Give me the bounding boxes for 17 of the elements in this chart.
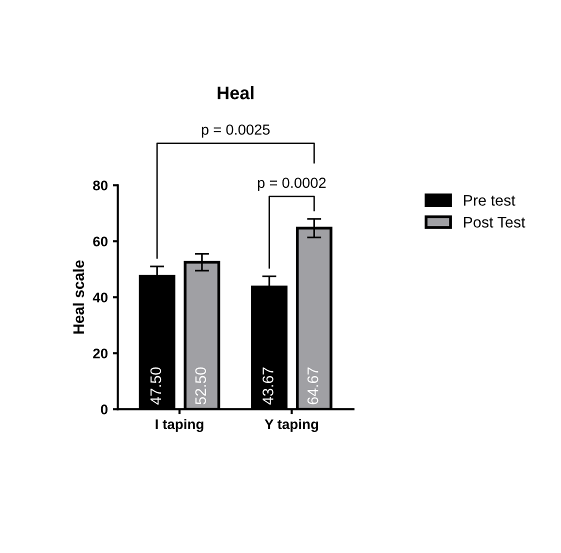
x-tick-label: Y taping xyxy=(264,418,318,432)
y-axis-title: Heal scale xyxy=(72,260,84,334)
y-tick-label: 0 xyxy=(100,404,108,414)
y-tick-label: 80 xyxy=(93,180,108,190)
text: p = 0.0025 xyxy=(202,124,270,138)
chart-title: Heal xyxy=(218,86,254,100)
annotation: p = 0.0002 xyxy=(258,178,326,191)
y-tick-label: 20 xyxy=(93,348,108,358)
legend-label: Pre test xyxy=(464,195,516,206)
data-label: 64.67 xyxy=(307,368,318,404)
data-label: 52.50 xyxy=(195,367,206,404)
y-tick-label: 60 xyxy=(93,236,108,246)
data-label: 43.67 xyxy=(262,368,274,405)
data-label: 47.50 xyxy=(150,367,162,405)
x-tick-label: I taping xyxy=(156,418,204,432)
legend-label: Post Test xyxy=(464,216,526,228)
y-tick-label: 40 xyxy=(92,292,108,302)
